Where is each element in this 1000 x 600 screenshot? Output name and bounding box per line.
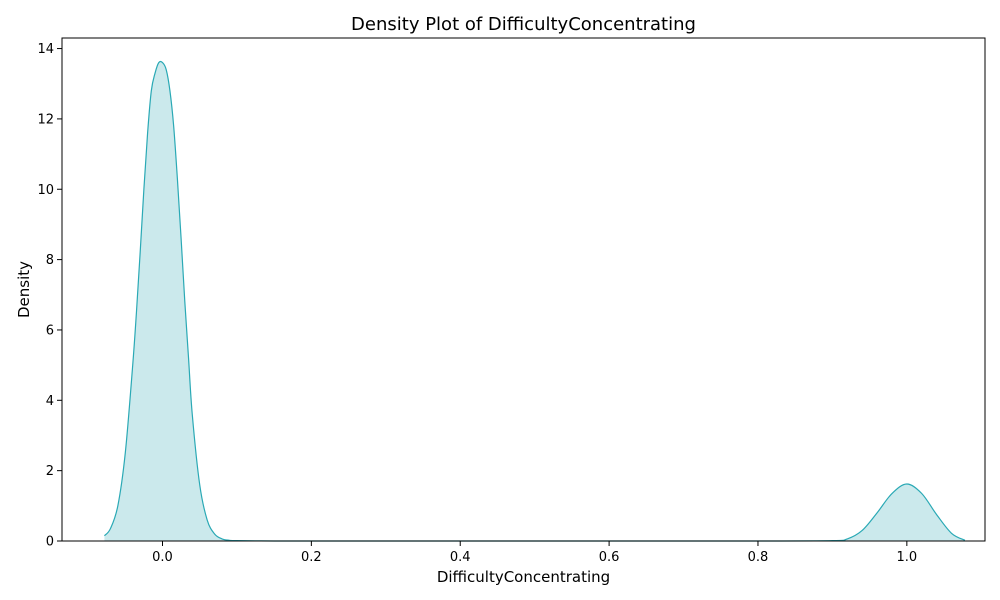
density-curve [103,60,966,542]
chart-title: Density Plot of DifficultyConcentrating [351,14,696,35]
y-tick-label: 8 [46,253,54,268]
x-tick-label: 0.0 [152,550,173,565]
plot-background [62,38,985,541]
y-tick-label: 14 [37,42,54,57]
y-tick-label: 12 [37,112,54,127]
x-tick-label: 1.0 [896,550,917,565]
y-axis-label: Density [15,261,33,318]
y-axis-ticks: 0 2 4 6 8 10 12 14 [37,42,62,550]
plot-frame [61,37,986,542]
x-tick-label: 0.6 [599,550,620,565]
y-tick-label: 2 [46,464,54,479]
y-tick-label: 10 [37,183,54,198]
x-axis-ticks: 0.0 0.2 0.4 0.6 0.8 1.0 [152,541,917,565]
y-tick-label: 0 [46,535,54,550]
y-tick-label: 4 [46,394,54,409]
x-tick-label: 0.2 [301,550,322,565]
x-tick-label: 0.4 [450,550,471,565]
y-tick-label: 6 [46,323,54,338]
x-tick-label: 0.8 [748,550,769,565]
x-axis-label: DifficultyConcentrating [437,568,610,586]
density-area-fill [104,61,965,542]
